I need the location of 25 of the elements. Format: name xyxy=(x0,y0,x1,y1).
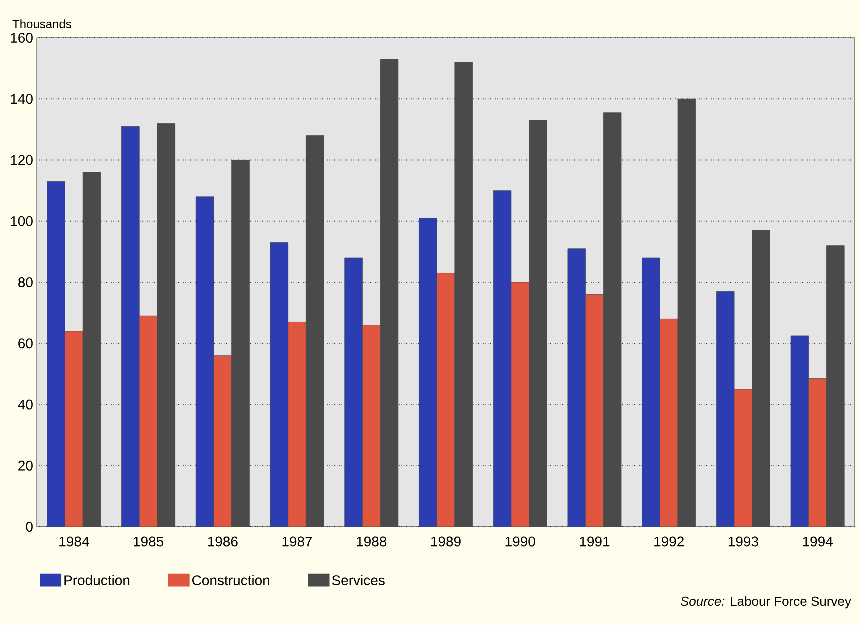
legend-label: Services xyxy=(332,575,385,586)
legend-label: Production xyxy=(64,575,130,586)
text: Source: Labour Force Survey xyxy=(680,596,852,609)
x-tick-label: 1992 xyxy=(654,536,684,547)
x-tick-label: 1990 xyxy=(506,536,536,547)
x-tick-label: 1985 xyxy=(134,536,164,547)
y-tick-label: 100 xyxy=(11,216,33,226)
y-tick-label: 160 xyxy=(11,33,33,43)
y-tick-label: 80 xyxy=(18,278,33,288)
y-axis-title: Thousands xyxy=(12,20,72,28)
x-tick-label: 1993 xyxy=(728,536,758,547)
x-tick-label: 1984 xyxy=(60,536,90,547)
x-tick-label: 1994 xyxy=(803,536,833,547)
legend-label: Construction xyxy=(192,575,270,586)
y-tick-label: 0 xyxy=(26,522,33,532)
y-tick-label: 20 xyxy=(18,460,33,471)
x-tick-label: 1988 xyxy=(357,536,387,547)
y-tick-label: 40 xyxy=(18,400,33,410)
y-tick-label: 140 xyxy=(11,94,33,104)
x-tick-label: 1991 xyxy=(580,536,610,547)
y-tick-label: 120 xyxy=(11,155,33,166)
y-tick-label: 60 xyxy=(18,338,33,349)
x-tick-label: 1987 xyxy=(282,536,312,547)
x-tick-label: 1989 xyxy=(431,536,461,547)
x-tick-label: 1986 xyxy=(208,536,238,547)
